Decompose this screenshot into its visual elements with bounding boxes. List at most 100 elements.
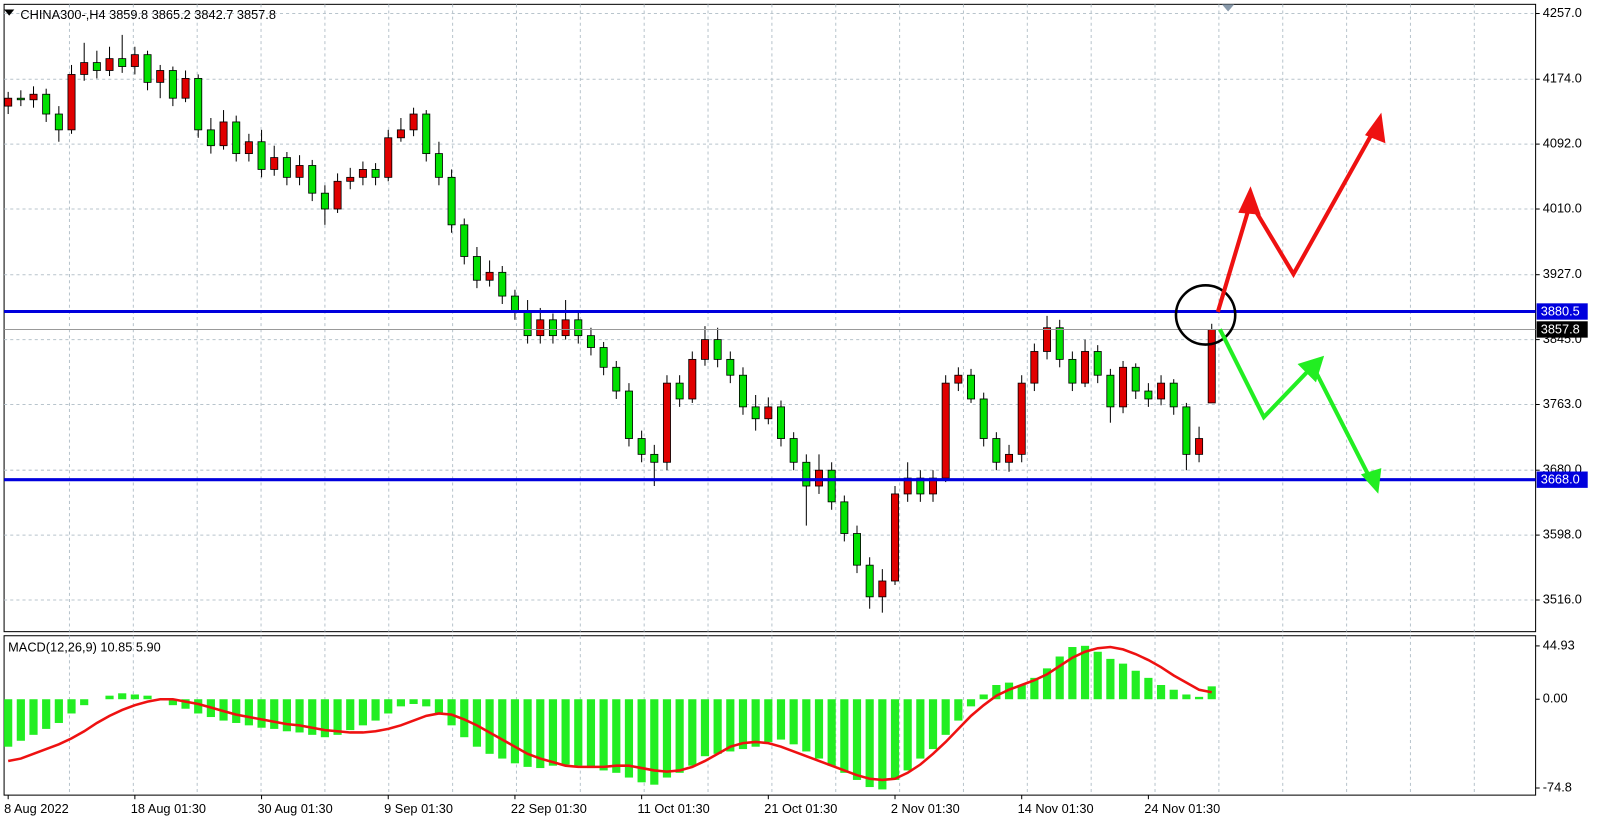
candle-body <box>358 169 367 178</box>
macd-bar <box>586 699 596 769</box>
macd-bar <box>244 699 253 726</box>
bullish-scenario-arrow <box>1215 126 1377 313</box>
candle-body <box>1068 358 1077 384</box>
macd-bar <box>118 693 127 700</box>
candle-body <box>472 256 481 281</box>
macd-bar <box>966 699 976 707</box>
candle-body <box>1182 406 1191 455</box>
macd-bar <box>751 699 760 747</box>
y-tick-label: 3598.0 <box>1543 526 1582 541</box>
macd-bar <box>168 699 177 706</box>
candle-body <box>346 176 355 182</box>
x-tick-label: 8 Aug 2022 <box>4 801 69 816</box>
macd-bar <box>916 699 925 759</box>
macd-bar <box>776 699 786 740</box>
macd-bar <box>384 699 393 714</box>
macd-bar <box>346 699 355 731</box>
macd-bar <box>624 699 634 778</box>
macd-bar <box>764 699 773 742</box>
candle-body <box>637 438 646 455</box>
macd-bar <box>434 699 444 714</box>
macd-bar <box>194 699 203 714</box>
macd-bar <box>282 699 291 732</box>
candle-body <box>954 374 963 384</box>
x-tick-label: 14 Nov 01:30 <box>1018 801 1094 816</box>
macd-bar <box>16 699 25 741</box>
macd-bar <box>1144 677 1153 700</box>
macd-bar <box>840 699 849 773</box>
candle-body <box>447 176 456 226</box>
macd-bar <box>1106 658 1115 700</box>
macd-bar <box>612 699 621 773</box>
level-label-box <box>1536 303 1588 320</box>
macd-bar <box>409 699 418 704</box>
candle-body <box>1093 351 1102 376</box>
candle-body <box>675 382 684 400</box>
y-tick-label: 4092.0 <box>1543 135 1582 150</box>
candle-body <box>751 406 760 420</box>
candle-body <box>460 224 469 257</box>
candle-body <box>789 438 798 463</box>
candle-body <box>624 390 633 439</box>
macd-bar <box>232 699 241 723</box>
macd-bar <box>992 684 1001 700</box>
candle-body <box>713 339 722 360</box>
macd-bar <box>80 699 89 706</box>
macd-bar <box>1169 689 1178 700</box>
macd-bar <box>4 699 13 747</box>
y-tick-label: 44.93 <box>1543 637 1575 652</box>
candle-body <box>586 335 595 348</box>
candle-body <box>384 137 393 178</box>
candle-body <box>726 358 735 376</box>
candle-body <box>396 129 405 139</box>
candle-body <box>282 157 291 178</box>
macd-bar <box>1080 645 1090 700</box>
x-tick-label: 11 Oct 01:30 <box>638 801 710 816</box>
macd-bar <box>903 699 912 771</box>
candle-body <box>1144 390 1153 400</box>
y-tick-label: 3927.0 <box>1543 266 1582 281</box>
candle-body <box>1131 366 1140 392</box>
candle-body <box>561 319 570 337</box>
candle-body <box>967 374 976 400</box>
macd-bar <box>814 699 824 759</box>
candle-body <box>536 319 545 337</box>
candle-body <box>1106 374 1115 408</box>
candle-body <box>1017 382 1026 455</box>
candle-body <box>891 493 899 582</box>
macd-bar <box>320 699 329 738</box>
candle-body <box>688 358 697 400</box>
vertical-grid <box>68 4 1475 796</box>
highlight-circle <box>1174 284 1237 346</box>
candle-body <box>827 469 836 503</box>
macd-bar <box>802 699 811 752</box>
candle-body <box>118 58 127 67</box>
macd-bar <box>54 699 63 723</box>
macd-bar <box>333 699 342 735</box>
macd-bar <box>941 699 950 735</box>
candle-body <box>878 580 887 598</box>
candle-body <box>257 141 266 170</box>
arrow-head <box>1238 186 1261 215</box>
candle-body <box>219 121 228 147</box>
candle-body <box>612 366 621 392</box>
macd-bar <box>979 694 988 700</box>
macd-bar <box>548 699 558 766</box>
candle-body <box>510 295 519 313</box>
macd-bar <box>143 695 152 700</box>
candle-body <box>599 347 608 368</box>
plot-layer: 4257.04174.04092.04010.03927.03845.03763… <box>4 5 1588 816</box>
level-label-box <box>1536 471 1588 488</box>
macd-bar <box>789 699 798 745</box>
candle-body <box>92 62 101 71</box>
y-tick-label: 4174.0 <box>1543 71 1582 86</box>
macd-bar <box>700 699 710 757</box>
candle-body <box>777 406 785 439</box>
y-tick-label: 4257.0 <box>1543 5 1582 20</box>
candle-body <box>815 469 823 487</box>
level-label: 3668.0 <box>1541 472 1580 487</box>
macd-bar <box>713 699 722 754</box>
candle-body <box>1207 329 1216 404</box>
candle-body <box>738 374 747 408</box>
y-tick-label: 4010.0 <box>1543 200 1582 215</box>
